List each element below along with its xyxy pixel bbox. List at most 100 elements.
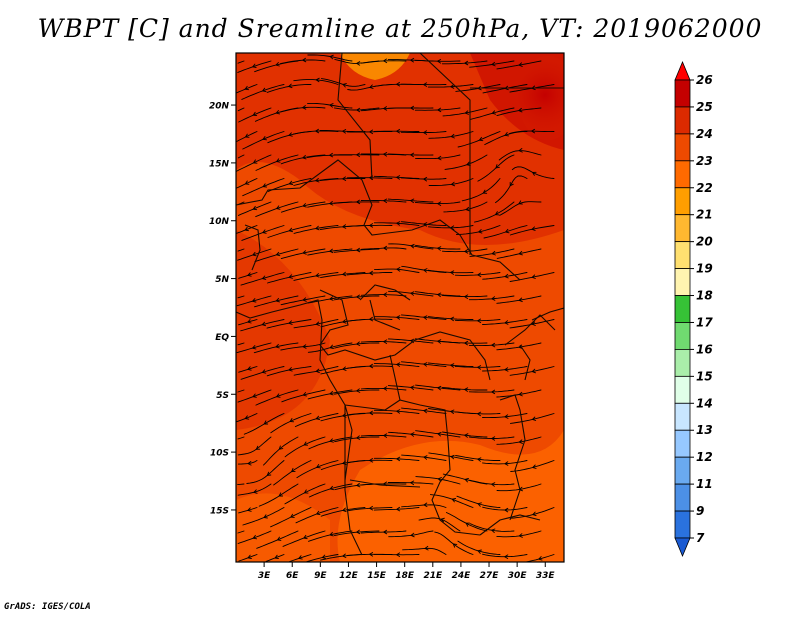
colorbar-label: 24 [696, 127, 713, 141]
streamline [289, 554, 312, 562]
streamline-arrow [368, 363, 374, 369]
streamline-arrow [288, 132, 293, 137]
streamline-arrow [355, 199, 361, 205]
colorbar-label: 18 [696, 289, 713, 303]
streamline-arrow [355, 61, 361, 66]
streamline-arrow [503, 367, 509, 372]
lat-tick-label: 15N [209, 159, 230, 169]
country-borders [236, 53, 564, 536]
streamline-arrow [288, 180, 294, 186]
streamline-arrow [244, 180, 250, 185]
border-line [359, 284, 411, 301]
streamline-arrow [315, 510, 321, 516]
streamline-arrow [464, 110, 469, 115]
streamline [237, 248, 245, 252]
streamline [237, 530, 245, 534]
streamline-arrow [290, 513, 295, 518]
streamline-arrow [451, 498, 457, 503]
streamline-arrow [302, 250, 307, 255]
streamline-arrow [302, 344, 307, 349]
streamline-arrow [278, 445, 284, 450]
streamline-arrow [466, 161, 471, 166]
border-line [344, 404, 353, 481]
lat-tick-label: 10N [209, 217, 230, 227]
streamline-arrow [503, 554, 509, 559]
streamline-arrow [302, 297, 307, 302]
streamline-arrow [450, 133, 455, 139]
streamline-arrow [382, 386, 388, 391]
colorbar-segment [674, 268, 691, 296]
streamline-arrow [244, 415, 250, 420]
lon-tick-label: 9E [314, 571, 327, 581]
streamline-arrow [266, 471, 272, 476]
colorbar-label: 20 [696, 235, 713, 249]
streamline-arrow [382, 433, 388, 438]
streamline-arrow [410, 243, 415, 249]
border-line [504, 314, 556, 346]
streamline [236, 342, 272, 354]
streamline-arrow [449, 409, 455, 414]
streamline-arrow [275, 205, 281, 210]
streamline-arrow [409, 152, 415, 158]
streamline-arrow [409, 105, 415, 111]
streamline-arrow [449, 270, 455, 275]
streamline [237, 248, 272, 261]
streamline-arrow [315, 77, 320, 83]
streamline-arrow [436, 246, 442, 251]
coastlines [236, 299, 564, 556]
border-line [244, 224, 261, 271]
streamline [236, 225, 258, 234]
border-line [319, 289, 491, 381]
streamline-arrow [274, 554, 279, 560]
wbpt-field-warm-west [236, 230, 330, 430]
map-frame [235, 52, 565, 563]
streamline-arrow [490, 436, 496, 441]
wbpt-field-warm-north [236, 53, 564, 245]
streamline-arrow [252, 534, 258, 540]
streamline-arrow [246, 366, 252, 371]
streamline-arrow [476, 457, 482, 462]
streamline-arrow [247, 554, 252, 559]
streamline-arrow [463, 60, 469, 66]
streamline [236, 413, 258, 423]
streamline-arrow [478, 136, 484, 142]
streamline-arrow [395, 175, 401, 180]
streamline-arrow [437, 477, 442, 482]
colorbar-segment [674, 322, 691, 350]
streamline-arrow [302, 203, 307, 208]
streamline-arrow [355, 107, 361, 113]
colorbar-label: 17 [696, 315, 713, 329]
streamline-arrow [252, 489, 258, 494]
streamline-arrow [328, 201, 334, 206]
colorbar-segment [674, 483, 691, 512]
streamline-arrow [395, 315, 401, 320]
streamline-arrow [463, 340, 469, 346]
lon-tick-label: 24E [452, 571, 472, 581]
streamline-arrow [504, 273, 509, 279]
streamline-arrow [382, 152, 388, 157]
streamline-arrow [263, 514, 268, 519]
streamline-arrow [531, 416, 537, 421]
streamline [237, 60, 272, 73]
streamline-arrow [368, 223, 374, 228]
wbpt-field-cool-south [337, 430, 564, 562]
streamline-arrow [491, 250, 496, 256]
streamline-arrow [302, 392, 307, 397]
streamline-arrow [341, 271, 347, 277]
lon-tick-label: 6E [286, 571, 299, 581]
streamline-arrow [275, 297, 280, 303]
border-line [344, 399, 401, 411]
streamline-arrow [314, 178, 320, 183]
lon-tick-label: 21E [423, 571, 443, 581]
colorbar-label: 14 [696, 396, 713, 410]
streamline-arrow [314, 128, 320, 134]
streamline-arrow [531, 274, 536, 279]
lat-tick-label: EQ [215, 333, 229, 343]
streamline-arrow [328, 248, 334, 254]
streamline-arrow [342, 83, 347, 88]
streamline [237, 342, 245, 346]
lat-tick-label: 15S [210, 506, 229, 516]
streamline-arrow [409, 57, 415, 63]
streamline-arrow [476, 411, 482, 417]
